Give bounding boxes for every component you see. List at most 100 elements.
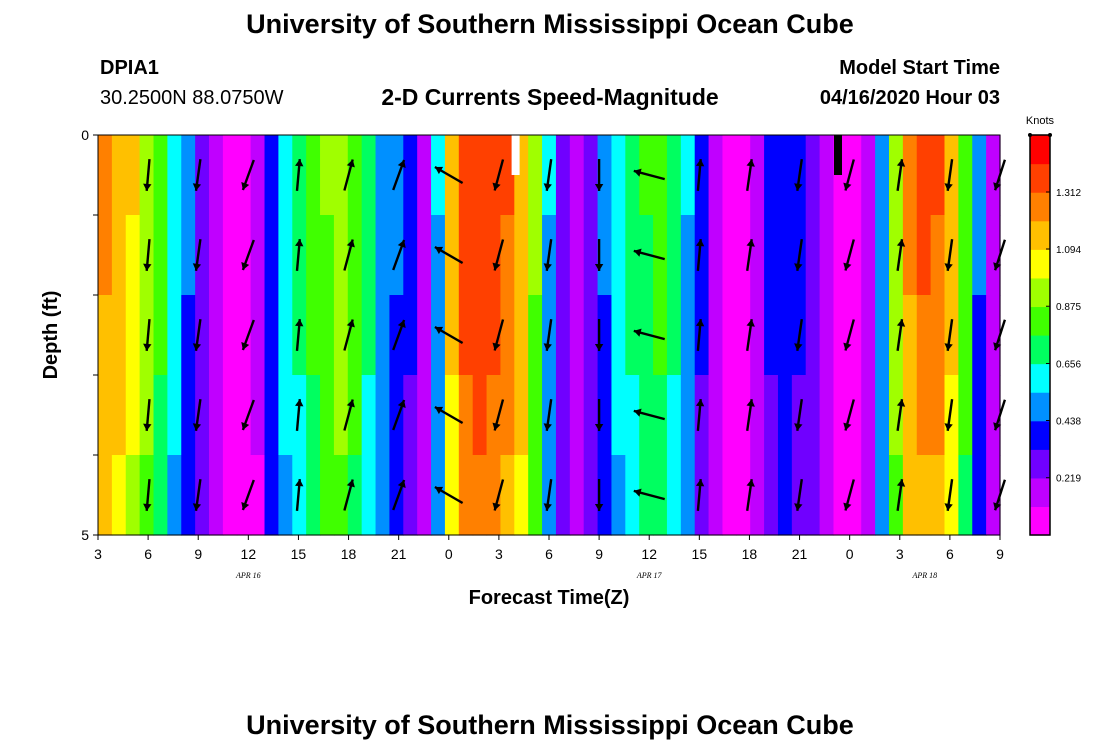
colorbar-segment — [1030, 220, 1050, 250]
colorbar-tick-label: 0.875 — [1056, 302, 1081, 313]
heatmap-cell — [306, 215, 321, 296]
heatmap-cell — [819, 295, 835, 376]
heatmap-cell — [431, 215, 446, 296]
colorbar-segment — [1030, 277, 1050, 308]
heatmap-cell — [250, 135, 266, 216]
current-arrow — [896, 399, 906, 431]
colorbar-segment — [1030, 192, 1050, 222]
heatmap-cell — [555, 215, 571, 296]
heatmap-cell — [500, 215, 515, 296]
chart-title-bottom: University of Southern Mississippi Ocean… — [246, 710, 854, 740]
heatmap-cell — [486, 295, 502, 376]
heatmap-cell — [278, 455, 293, 536]
heatmap-cell — [819, 215, 835, 296]
heatmap-cell — [750, 215, 765, 296]
heatmap-cell — [444, 455, 460, 536]
heatmap-cell — [486, 135, 502, 216]
heatmap-cell — [486, 215, 502, 296]
heatmap-cell — [625, 455, 640, 536]
chart-title-top: University of Southern Mississippi Ocean… — [246, 9, 854, 39]
heatmap-cell — [777, 455, 793, 536]
heatmap-cell — [930, 295, 946, 376]
heatmap-cell — [167, 375, 182, 456]
heatmap-cell — [111, 295, 127, 376]
heatmap-cell — [458, 135, 474, 216]
heatmap-cell — [708, 295, 724, 376]
heatmap-cell — [528, 135, 543, 216]
colorbar-segment — [1030, 335, 1050, 365]
heatmap-cell — [694, 135, 710, 216]
current-arrow — [543, 399, 553, 431]
heatmap-cell — [694, 455, 710, 536]
x-tick-label: 9 — [996, 546, 1004, 562]
x-tick-label: 15 — [692, 546, 708, 562]
heatmap-cell — [389, 455, 404, 536]
colorbar-segment — [1030, 306, 1050, 336]
station-id: DPIA1 — [100, 57, 159, 79]
heatmap-cell — [320, 295, 335, 376]
heatmap-cell — [986, 375, 1001, 456]
heatmap-cell — [736, 455, 751, 536]
heatmap-cell — [819, 455, 835, 536]
heatmap-cell — [833, 295, 848, 376]
heatmap-cell — [417, 295, 432, 376]
current-arrow — [434, 325, 464, 345]
heatmap-cell — [417, 455, 432, 536]
current-arrow — [434, 485, 464, 505]
heatmap-cell — [500, 295, 515, 376]
heatmap-cell — [111, 455, 127, 536]
x-tick-label: 0 — [846, 546, 854, 562]
current-arrow — [944, 399, 954, 431]
heatmap-cell — [708, 135, 724, 216]
heatmap-cell — [722, 375, 737, 456]
current-arrow — [594, 399, 604, 431]
current-arrow — [843, 479, 855, 511]
heatmap-cell — [764, 215, 779, 296]
colorbar-tick-label: 1.312 — [1056, 188, 1081, 199]
model-start-value: 04/16/2020 Hour 03 — [819, 87, 1000, 109]
current-arrow — [993, 399, 1007, 431]
heatmap-cell — [611, 135, 626, 216]
heatmap-cell — [916, 135, 932, 216]
current-arrow — [492, 239, 505, 271]
x-tick-label: 21 — [391, 546, 407, 562]
heatmap-cell — [777, 295, 793, 376]
current-arrow — [794, 479, 803, 511]
heatmap-cell — [361, 375, 377, 456]
heatmap-cell — [486, 375, 502, 456]
current-arrow — [843, 399, 855, 431]
heatmap-cell — [916, 215, 932, 296]
current-arrow — [633, 488, 666, 501]
colorbar-corner-dot — [1028, 133, 1032, 137]
heatmap-cell — [209, 215, 224, 296]
current-arrow — [241, 319, 255, 351]
current-arrow — [944, 319, 954, 351]
heatmap-cell — [875, 375, 890, 456]
heatmap-cell — [514, 215, 529, 296]
heatmap-cell — [181, 135, 196, 216]
heatmap-cell — [958, 135, 973, 216]
heatmap-cell — [722, 455, 737, 536]
heatmap-cell — [986, 135, 1001, 216]
heatmap-cell — [708, 375, 724, 456]
heatmap-cell — [986, 455, 1001, 536]
heatmap-cell — [805, 135, 821, 216]
heatmap-cell — [222, 135, 238, 216]
heatmap-cell — [833, 375, 848, 456]
heatmap-cell — [916, 295, 932, 376]
heatmap-cell — [944, 455, 959, 536]
heatmap-cell — [500, 375, 515, 456]
colorbar-segment — [1030, 163, 1050, 193]
heatmap-cell — [195, 455, 210, 536]
current-arrow — [633, 248, 666, 261]
current-arrow — [746, 239, 755, 271]
heatmap-cell — [750, 135, 765, 216]
heatmap-cell — [125, 295, 141, 376]
heatmap-cell — [458, 455, 474, 536]
heatmap-cell — [666, 455, 682, 536]
heatmap-cell — [777, 375, 793, 456]
current-arrow — [746, 399, 755, 431]
heatmap-cell — [181, 295, 196, 376]
x-tick-label: 18 — [742, 546, 758, 562]
heatmap-cell — [250, 215, 266, 296]
